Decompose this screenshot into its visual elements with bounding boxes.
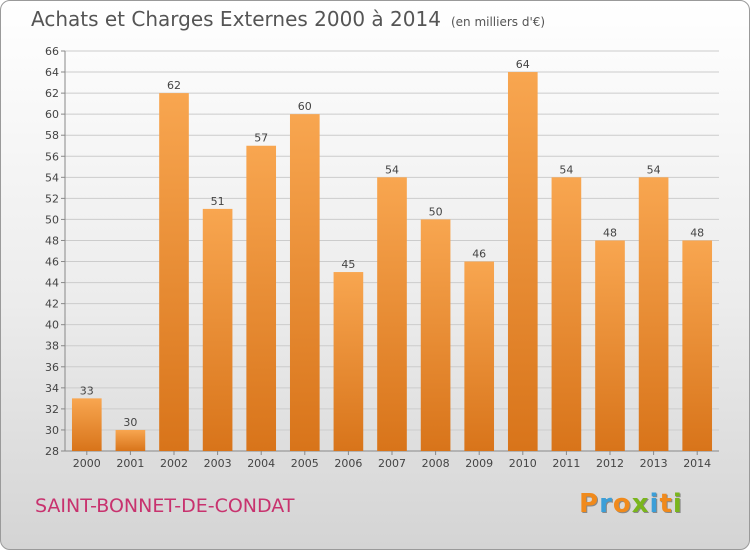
bar-value-label: 62 xyxy=(167,79,181,92)
y-tick-label: 58 xyxy=(45,129,59,142)
x-tick-label: 2001 xyxy=(116,457,144,470)
bar-value-label: 50 xyxy=(429,205,443,218)
y-tick-label: 42 xyxy=(45,298,59,311)
bar xyxy=(377,177,407,451)
bar-value-label: 30 xyxy=(123,416,137,429)
y-tick-label: 52 xyxy=(45,192,59,205)
y-tick-label: 66 xyxy=(45,45,59,58)
bar-value-label: 48 xyxy=(603,226,617,239)
y-tick-label: 46 xyxy=(45,256,59,269)
y-tick-label: 62 xyxy=(45,87,59,100)
y-tick-label: 36 xyxy=(45,361,59,374)
proxiti-logo: Proxiti xyxy=(579,489,683,519)
bar-value-label: 57 xyxy=(254,132,268,145)
y-tick-label: 54 xyxy=(45,171,59,184)
y-tick-label: 40 xyxy=(45,319,59,332)
y-tick-label: 56 xyxy=(45,150,59,163)
x-tick-label: 2004 xyxy=(247,457,275,470)
y-tick-label: 30 xyxy=(45,424,59,437)
bar xyxy=(420,219,451,451)
bar xyxy=(246,145,277,451)
bar xyxy=(638,177,669,451)
bar xyxy=(507,72,538,451)
bar xyxy=(202,208,233,451)
bar-value-label: 51 xyxy=(211,195,225,208)
bar-value-label: 54 xyxy=(647,163,661,176)
bar xyxy=(464,261,495,451)
bar-value-label: 64 xyxy=(516,58,530,71)
y-tick-label: 38 xyxy=(45,340,59,353)
x-tick-label: 2003 xyxy=(204,457,232,470)
x-tick-label: 2002 xyxy=(160,457,188,470)
bar xyxy=(595,240,625,451)
x-tick-label: 2007 xyxy=(378,457,406,470)
x-tick-label: 2005 xyxy=(291,457,319,470)
bar-value-label: 60 xyxy=(298,100,312,113)
y-tick-label: 60 xyxy=(45,108,59,121)
bar-value-label: 54 xyxy=(559,163,573,176)
x-tick-label: 2008 xyxy=(422,457,450,470)
y-tick-label: 50 xyxy=(45,213,59,226)
y-tick-label: 44 xyxy=(45,277,59,290)
y-tick-label: 28 xyxy=(45,445,59,458)
y-tick-label: 32 xyxy=(45,403,59,416)
bar xyxy=(551,177,582,451)
bar xyxy=(115,429,146,451)
y-tick-label: 34 xyxy=(45,382,59,395)
x-tick-label: 2014 xyxy=(683,457,711,470)
x-tick-label: 2000 xyxy=(73,457,101,470)
bar-value-label: 46 xyxy=(472,248,486,261)
bar-value-label: 45 xyxy=(341,258,355,271)
x-tick-label: 2006 xyxy=(334,457,362,470)
x-tick-label: 2013 xyxy=(640,457,668,470)
chart-title: Achats et Charges Externes 2000 à 2014 (e… xyxy=(31,7,545,31)
title-unit: (en milliers d'€) xyxy=(450,15,546,29)
bar xyxy=(333,272,364,451)
commune-name: SAINT-BONNET-DE-CONDAT xyxy=(35,495,295,517)
x-tick-label: 2010 xyxy=(509,457,537,470)
title-main: Achats et Charges Externes 2000 à 2014 xyxy=(31,7,441,31)
bar-value-label: 48 xyxy=(690,226,704,239)
y-tick-label: 48 xyxy=(45,234,59,247)
bar xyxy=(71,398,102,451)
x-tick-label: 2011 xyxy=(552,457,580,470)
y-tick-label: 64 xyxy=(45,66,59,79)
bar xyxy=(682,240,713,451)
x-tick-label: 2012 xyxy=(596,457,624,470)
bar-value-label: 54 xyxy=(385,163,399,176)
bar xyxy=(159,93,189,452)
bar-value-label: 33 xyxy=(80,384,94,397)
bar xyxy=(289,114,320,451)
x-tick-label: 2009 xyxy=(465,457,493,470)
